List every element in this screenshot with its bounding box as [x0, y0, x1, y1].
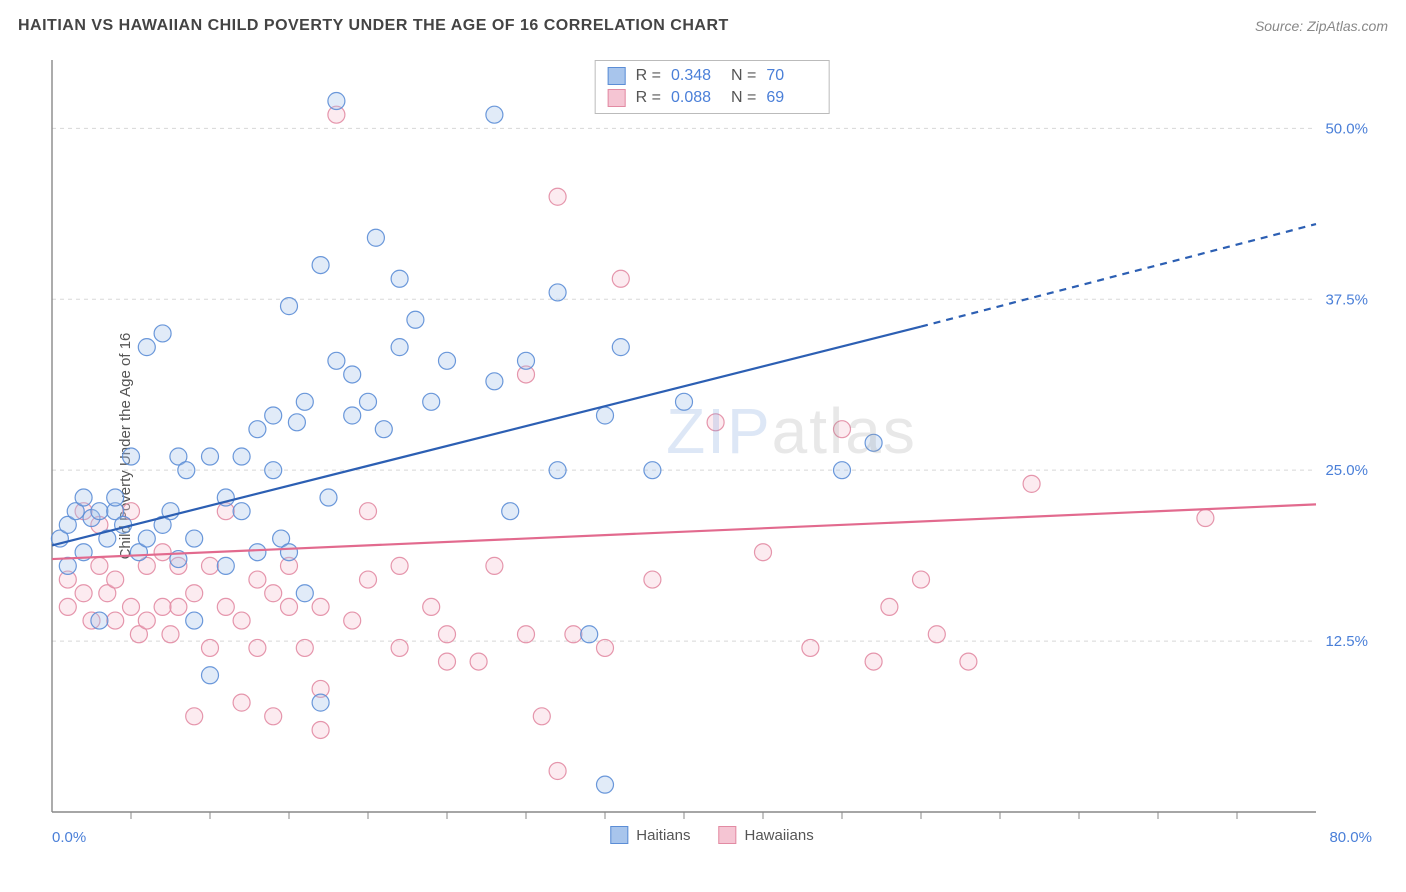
n-value-1: 70: [766, 67, 816, 85]
stats-legend-box: R = 0.348 N = 70 R = 0.088 N = 69: [595, 60, 830, 114]
x-axis-max-label: 80.0%: [1329, 829, 1372, 846]
chart-source: Source: ZipAtlas.com: [1255, 18, 1388, 34]
chart-header: HAITIAN VS HAWAIIAN CHILD POVERTY UNDER …: [0, 0, 1406, 48]
swatch-series2: [608, 89, 626, 107]
r-value-2: 0.088: [671, 89, 721, 107]
n-label-2: N =: [731, 89, 756, 107]
n-value-2: 69: [766, 89, 816, 107]
legend-label-series1: Haitians: [636, 827, 690, 844]
swatch-series1-bottom: [610, 826, 628, 844]
chart-area: 12.5%25.0%37.5%50.0% ZIPatlas R = 0.348 …: [50, 52, 1374, 842]
r-label-2: R =: [636, 89, 661, 107]
legend-label-series2: Hawaiians: [745, 827, 814, 844]
chart-title: HAITIAN VS HAWAIIAN CHILD POVERTY UNDER …: [18, 17, 729, 35]
n-label-1: N =: [731, 67, 756, 85]
svg-text:25.0%: 25.0%: [1325, 462, 1368, 479]
r-value-1: 0.348: [671, 67, 721, 85]
r-label-1: R =: [636, 67, 661, 85]
scatter-plot: 12.5% 25.0% 37.5% 50.0%: [50, 52, 1374, 842]
swatch-series2-bottom: [719, 826, 737, 844]
svg-text:12.5%: 12.5%: [1325, 633, 1368, 650]
legend-item-series1: Haitians: [610, 826, 690, 844]
stats-row-series2: R = 0.088 N = 69: [608, 87, 817, 109]
legend-bottom: Haitians Hawaiians: [610, 826, 813, 844]
svg-text:37.5%: 37.5%: [1325, 291, 1368, 308]
swatch-series1: [608, 67, 626, 85]
legend-item-series2: Hawaiians: [719, 826, 814, 844]
x-axis-origin-label: 0.0%: [52, 829, 86, 846]
stats-row-series1: R = 0.348 N = 70: [608, 65, 817, 87]
svg-text:50.0%: 50.0%: [1325, 120, 1368, 137]
